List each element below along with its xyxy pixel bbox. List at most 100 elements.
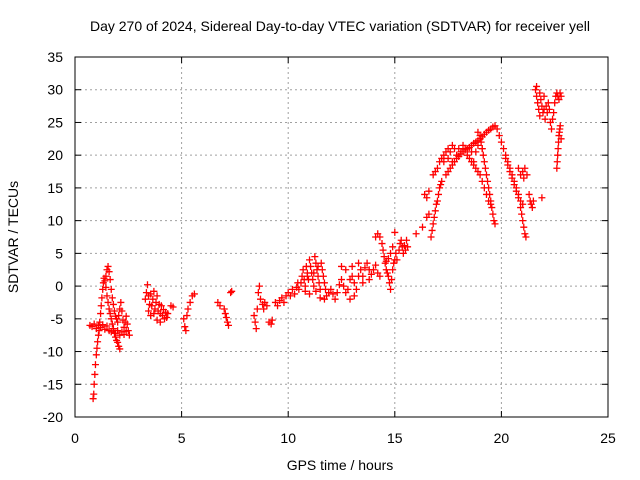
data-point xyxy=(190,290,198,298)
data-point xyxy=(97,310,105,318)
data-point xyxy=(489,210,497,218)
data-point xyxy=(116,345,124,353)
data-point xyxy=(389,243,397,251)
data-point xyxy=(520,223,528,231)
data-point xyxy=(359,272,367,280)
data-point xyxy=(141,295,149,303)
data-point xyxy=(110,307,118,315)
data-point xyxy=(333,289,341,297)
data-point xyxy=(114,338,122,346)
data-point xyxy=(97,302,105,310)
data-point xyxy=(115,312,123,320)
data-point xyxy=(252,325,260,333)
data-point xyxy=(389,266,397,274)
data-point xyxy=(384,272,392,280)
data-point xyxy=(387,249,395,257)
data-point xyxy=(490,217,498,225)
data-point xyxy=(476,132,484,140)
data-point xyxy=(403,236,411,244)
data-point xyxy=(352,285,360,293)
data-point xyxy=(478,145,486,153)
y-tick-label: -20 xyxy=(43,409,63,425)
data-point xyxy=(482,171,490,179)
y-tick-label: 0 xyxy=(55,278,63,294)
data-point xyxy=(338,276,345,284)
data-point xyxy=(148,302,156,310)
data-point xyxy=(150,310,158,318)
x-axis: 0 5 10 15 20 25 xyxy=(71,57,616,446)
data-point xyxy=(379,246,387,254)
y-tick-label: 10 xyxy=(47,213,63,229)
data-point xyxy=(540,92,548,100)
data-point xyxy=(522,233,530,241)
data-point xyxy=(355,259,363,267)
data-point xyxy=(310,269,318,277)
data-point xyxy=(182,327,190,335)
data-point xyxy=(106,310,114,318)
data-point xyxy=(320,279,328,287)
data-point xyxy=(125,331,133,339)
data-point xyxy=(312,287,320,295)
data-point xyxy=(554,145,562,153)
data-point xyxy=(268,316,276,324)
data-point xyxy=(274,302,282,310)
data-point xyxy=(512,187,520,195)
data-point xyxy=(317,259,325,267)
data-point xyxy=(105,268,113,276)
data-point xyxy=(344,285,352,293)
data-point xyxy=(537,96,545,104)
data-point xyxy=(479,151,487,159)
data-point xyxy=(318,266,326,274)
data-point xyxy=(306,256,314,264)
data-point xyxy=(533,92,541,100)
data-point xyxy=(227,289,235,297)
data-point xyxy=(384,255,392,263)
data-point xyxy=(404,243,412,251)
data-point xyxy=(263,302,271,310)
data-point xyxy=(491,220,499,228)
data-point xyxy=(430,213,438,221)
data-point xyxy=(225,321,233,329)
data-point xyxy=(286,292,294,300)
data-point xyxy=(433,164,441,172)
data-point xyxy=(120,323,128,331)
data-point xyxy=(553,158,561,166)
data-point xyxy=(96,318,104,326)
data-point xyxy=(310,282,318,290)
data-point xyxy=(117,298,125,306)
data-point xyxy=(157,302,165,310)
data-point xyxy=(250,312,258,320)
data-point xyxy=(519,200,527,208)
data-point xyxy=(327,285,335,293)
data-point xyxy=(504,161,512,169)
data-point xyxy=(390,259,398,267)
data-point xyxy=(145,307,153,315)
data-point xyxy=(104,262,112,270)
data-point xyxy=(425,210,433,218)
data-point xyxy=(109,325,117,333)
data-point xyxy=(278,294,286,302)
data-point xyxy=(256,295,264,303)
data-point xyxy=(481,164,489,172)
data-point xyxy=(104,298,112,306)
x-tick-label: 10 xyxy=(280,430,296,446)
plot-frame xyxy=(74,56,609,418)
data-point xyxy=(114,318,122,326)
data-point xyxy=(493,125,501,133)
data-point xyxy=(382,266,390,274)
data-point xyxy=(440,158,448,166)
data-point xyxy=(221,310,229,318)
data-point xyxy=(428,226,436,234)
data-point xyxy=(421,190,429,198)
data-point xyxy=(98,294,106,302)
x-tick-label: 15 xyxy=(387,430,403,446)
data-point xyxy=(376,272,384,280)
data-point xyxy=(431,207,439,215)
y-tick-label: -15 xyxy=(43,376,63,392)
data-point xyxy=(184,305,192,313)
data-point xyxy=(91,361,99,369)
data-point xyxy=(376,233,384,241)
data-point xyxy=(412,230,420,238)
data-point xyxy=(216,302,224,310)
